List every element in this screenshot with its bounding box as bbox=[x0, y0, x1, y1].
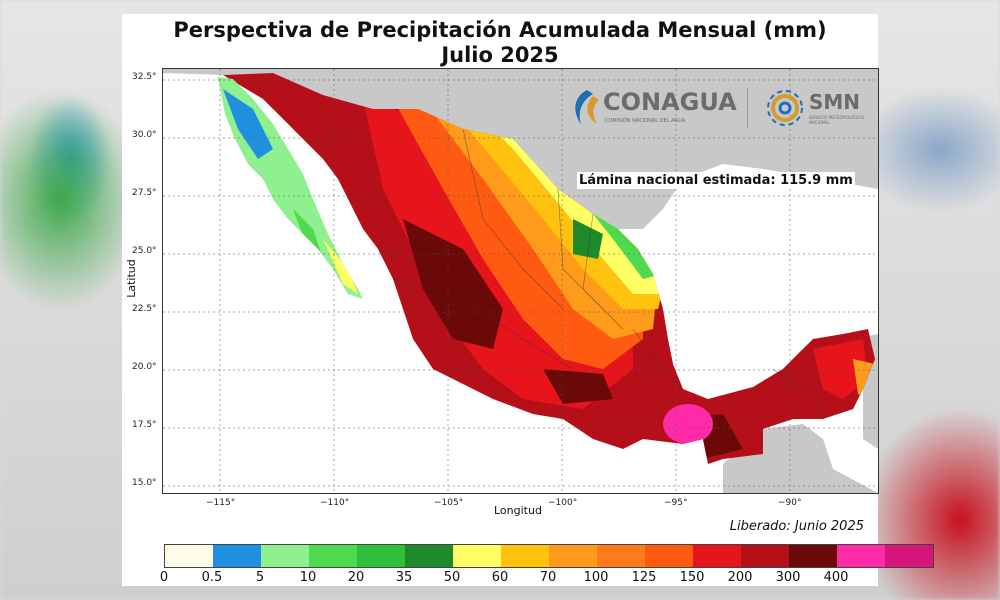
smn-logo-subtitle: SERVICIO METEOROLÓGICO NACIONAL bbox=[809, 115, 865, 125]
colorbar bbox=[164, 544, 934, 568]
colorbar-segment bbox=[453, 545, 501, 567]
smn-logo-icon bbox=[767, 90, 803, 126]
lon-tick: −110° bbox=[320, 498, 350, 508]
colorbar-label: 10 bbox=[299, 570, 317, 585]
colorbar-label: 35 bbox=[395, 570, 413, 585]
lat-tick: 20.0° bbox=[132, 362, 157, 372]
state-borders bbox=[392, 128, 824, 420]
gulf-of-california bbox=[273, 109, 378, 259]
colorbar-label: 0.5 bbox=[201, 570, 223, 585]
colorbar-label: 150 bbox=[679, 570, 705, 585]
lon-tick: −115° bbox=[206, 498, 236, 508]
map-title: Perspectiva de Precipitación Acumulada M… bbox=[173, 18, 827, 42]
lon-tick: −95° bbox=[664, 498, 688, 508]
baja-precip bbox=[223, 89, 358, 294]
colorbar-label: 400 bbox=[823, 570, 849, 585]
x-axis-label: Longitud bbox=[494, 504, 542, 517]
agency-logos: CONAGUA COMISIÓN NACIONAL DEL AGUA SMN S… bbox=[567, 84, 877, 136]
lon-tick: −90° bbox=[778, 498, 802, 508]
colorbar-label: 0 bbox=[159, 570, 169, 585]
colorbar-labels: 0 0.5 5 10 20 35 50 60 70 100 125 150 200 300 400 bbox=[122, 570, 878, 588]
colorbar-segment bbox=[165, 545, 213, 567]
lat-tick: 15.0° bbox=[132, 478, 157, 488]
colorbar-label: 70 bbox=[539, 570, 557, 585]
colorbar-segment bbox=[693, 545, 741, 567]
y-axis-label: Latitud bbox=[124, 259, 138, 298]
lat-tick: 32.5° bbox=[132, 72, 157, 82]
release-note: Liberado: Junio 2025 bbox=[729, 519, 864, 534]
colorbar-label: 20 bbox=[347, 570, 365, 585]
colorbar-label: 5 bbox=[255, 570, 265, 585]
colorbar-label: 200 bbox=[727, 570, 753, 585]
colorbar-segment bbox=[645, 545, 693, 567]
lat-tick: 22.5° bbox=[132, 304, 157, 314]
conagua-logo-text: CONAGUA bbox=[603, 88, 737, 116]
map-card: Perspectiva de Precipitación Acumulada M… bbox=[122, 14, 934, 588]
colorbar-label: 60 bbox=[491, 570, 509, 585]
colorbar-label: 300 bbox=[775, 570, 801, 585]
lat-tick: 17.5° bbox=[132, 420, 157, 430]
lat-tick: 30.0° bbox=[132, 130, 157, 140]
lat-tick: 25.0° bbox=[132, 246, 157, 256]
colorbar-segment bbox=[549, 545, 597, 567]
lon-tick: −105° bbox=[434, 498, 464, 508]
colorbar-segment bbox=[741, 545, 789, 567]
conagua-logo-icon bbox=[575, 90, 599, 124]
national-estimate-label: Lámina nacional estimada: 115.9 mm bbox=[577, 172, 855, 189]
colorbar-segment bbox=[309, 545, 357, 567]
colorbar-label: 50 bbox=[443, 570, 461, 585]
precipitation-map bbox=[163, 69, 878, 493]
colorbar-segment bbox=[405, 545, 453, 567]
logo-divider bbox=[747, 88, 748, 128]
graticule bbox=[163, 69, 878, 493]
smn-logo-text: SMN bbox=[809, 90, 861, 114]
colorbar-segment bbox=[213, 545, 261, 567]
map-frame bbox=[162, 68, 879, 494]
colorbar-segment bbox=[885, 545, 933, 567]
colorbar-label: 100 bbox=[583, 570, 609, 585]
colorbar-label: 125 bbox=[631, 570, 657, 585]
colorbar-segment bbox=[501, 545, 549, 567]
conagua-logo-subtitle: COMISIÓN NACIONAL DEL AGUA bbox=[605, 118, 686, 124]
lon-tick: −100° bbox=[548, 498, 578, 508]
lat-tick: 27.5° bbox=[132, 188, 157, 198]
colorbar-segment bbox=[597, 545, 645, 567]
colorbar-segment bbox=[357, 545, 405, 567]
colorbar-segment bbox=[837, 545, 885, 567]
colorbar-segment bbox=[789, 545, 837, 567]
map-subtitle: Julio 2025 bbox=[441, 43, 559, 67]
colorbar-segment bbox=[261, 545, 309, 567]
usa-landmass bbox=[163, 69, 878, 229]
